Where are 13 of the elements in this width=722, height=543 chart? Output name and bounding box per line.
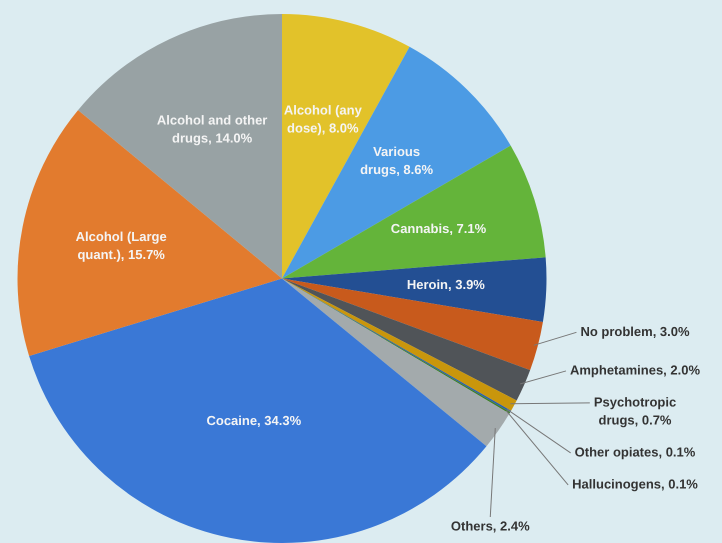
slice-label: Other opiates, 0.1% (574, 444, 696, 460)
slice-label: No problem, 3.0% (580, 324, 690, 339)
slice-label: Cocaine, 34.3% (206, 412, 302, 428)
slice-label: Heroin, 3.9% (406, 277, 486, 292)
slice-label: Cannabis, 7.1% (390, 221, 487, 236)
slice-label: Various drugs, 8.6% (360, 144, 434, 177)
slice-label: Alcohol and other drugs, 14.0% (156, 112, 268, 146)
slice-label: Alcohol (Large quant.), 15.7% (76, 229, 167, 262)
slice-label: Others, 2.4% (450, 518, 530, 534)
slice-label: Psychotropic drugs, 0.7% (594, 394, 676, 428)
slice-label: Alcohol (any dose), 8.0% (284, 102, 363, 136)
slice-label: Amphetamines, 2.0% (570, 362, 700, 378)
slice-label: Hallucinogens, 0.1% (572, 476, 698, 492)
